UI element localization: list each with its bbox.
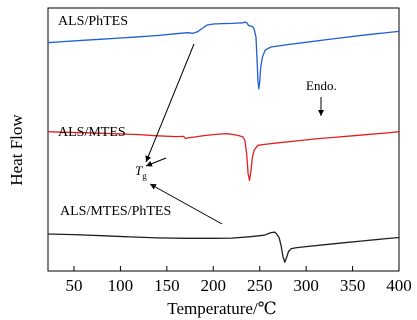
x-tick-label-50: 50: [66, 276, 83, 295]
series-label-als-phtes: ALS/PhTES: [58, 14, 128, 29]
series-line-als-phtes: [47, 21, 400, 90]
tg-label-sub: g: [142, 171, 147, 181]
tg-annotation: Tg: [135, 163, 147, 181]
x-ticks: 50 100 150 200 250 300 350 400: [66, 266, 412, 295]
series-label-als-mtes-phtes: ALS/MTES/PhTES: [60, 204, 171, 219]
tg-arrow-mtes-phtes: [149, 183, 223, 225]
tg-label-main: T: [135, 163, 143, 178]
y-axis-label: Heat Flow: [7, 114, 26, 186]
series-line-als-mtes: [47, 131, 400, 182]
series-label-als-mtes: ALS/MTES: [58, 125, 126, 140]
x-tick-label-350: 350: [340, 276, 366, 295]
x-tick-label-250: 250: [247, 276, 273, 295]
tg-arrow-phtes: [145, 43, 195, 163]
endo-label: Endo.: [306, 78, 337, 93]
x-tick-label-300: 300: [293, 276, 319, 295]
tg-arrow-mtes: [145, 157, 167, 167]
series-line-als-mtes-phtes: [47, 231, 400, 263]
x-axis-label: Temperature/℃: [167, 299, 276, 318]
x-tick-label-400: 400: [386, 276, 412, 295]
plot-area: [47, 7, 400, 272]
x-tick-label-100: 100: [108, 276, 134, 295]
series-group: [47, 21, 400, 263]
x-tick-label-200: 200: [201, 276, 227, 295]
x-tick-label-150: 150: [154, 276, 180, 295]
